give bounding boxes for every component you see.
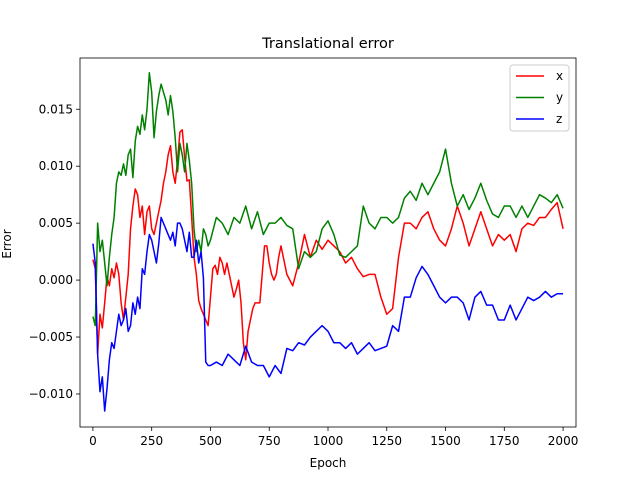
x-tick-label: 1250	[371, 434, 402, 448]
y-tick-label: −0.010	[29, 387, 73, 401]
series-line-x	[92, 129, 564, 361]
chart-title: Translational error	[261, 36, 394, 52]
x-tick-label: 1000	[313, 434, 344, 448]
x-tick-label: 1750	[489, 434, 520, 448]
x-axis-label: Epoch	[310, 456, 347, 470]
legend-label-z: z	[556, 112, 562, 126]
y-axis-label: Error	[0, 229, 14, 258]
legend-label-x: x	[556, 69, 563, 83]
x-tick-label: 500	[199, 434, 222, 448]
legend-label-y: y	[556, 91, 563, 105]
y-tick-label: 0.000	[39, 273, 73, 287]
series-line-y	[92, 72, 564, 327]
y-tick-label: −0.005	[29, 330, 73, 344]
x-tick-label: 1500	[430, 434, 461, 448]
series-line-z	[92, 216, 564, 412]
legend: xyz	[509, 64, 570, 132]
x-tick-label: 2000	[548, 434, 579, 448]
x-tick-label: 250	[140, 434, 163, 448]
plot-area	[92, 72, 564, 412]
y-tick-label: 0.005	[39, 216, 73, 230]
x-tick-label: 0	[89, 434, 97, 448]
y-tick-label: 0.010	[39, 159, 73, 173]
x-tick-label: 750	[258, 434, 281, 448]
axes: 0 250 500 750 1000 1250 1500 1750 2000 −0.010 −0.0…	[29, 57, 579, 448]
y-tick-label: 0.015	[39, 102, 73, 116]
